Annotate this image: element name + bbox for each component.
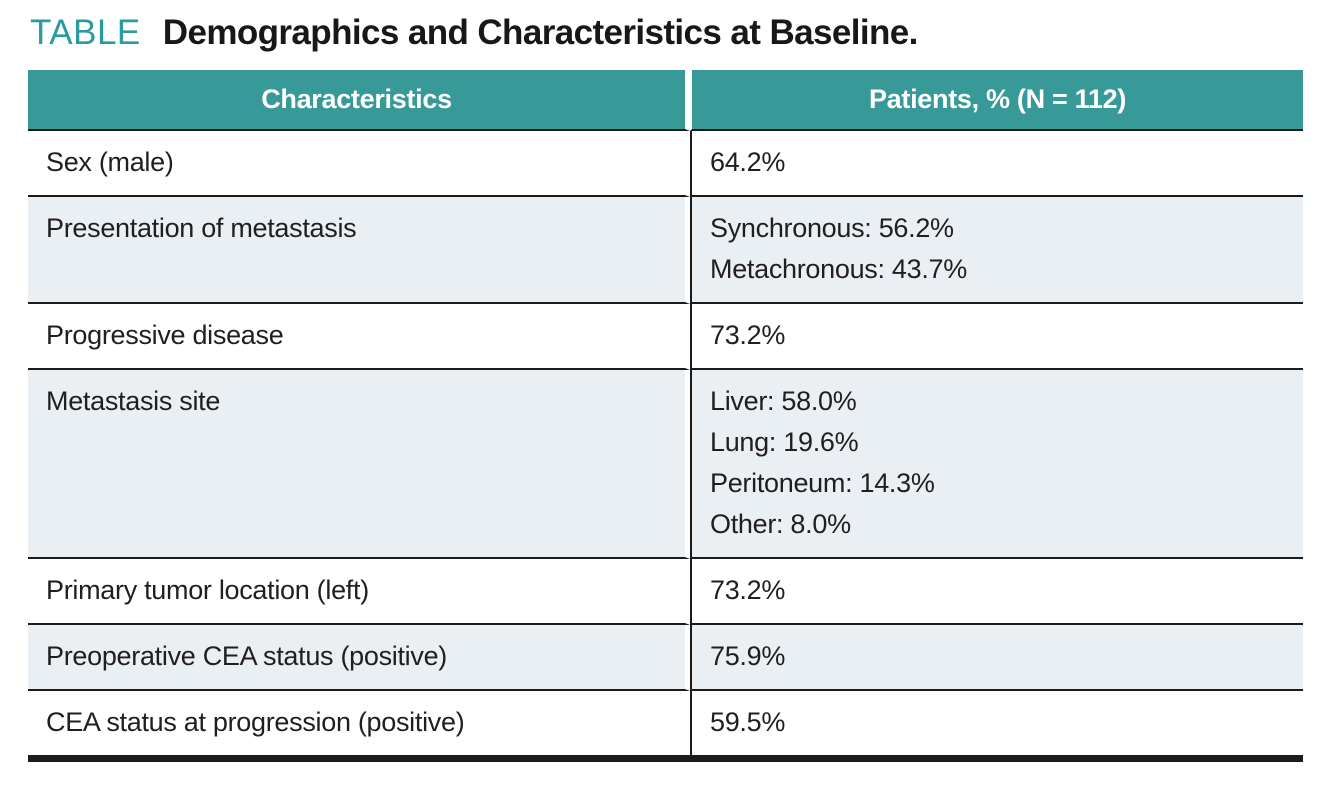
row-characteristic: Preoperative CEA status (positive) [28, 625, 690, 691]
table-row-progressive-disease: Progressive disease 73.2% [28, 304, 1303, 370]
value-line: 73.2% [710, 320, 786, 350]
value-line: 64.2% [710, 147, 786, 177]
row-characteristic: Metastasis site [28, 370, 690, 559]
row-characteristic: Sex (male) [28, 131, 690, 197]
row-value: 59.5% [690, 691, 1303, 755]
page: TABLE Demographics and Characteristics a… [0, 13, 1332, 806]
row-value: 64.2% [690, 131, 1303, 197]
column-header-patients: Patients, % (N = 112) [690, 70, 1303, 131]
value-line: Metachronous: 43.7% [710, 254, 967, 284]
table-row-presentation: Presentation of metastasis Synchronous: … [28, 197, 1303, 304]
table-row-primary-tumor-location: Primary tumor location (left) 73.2% [28, 559, 1303, 625]
row-value: 73.2% [690, 559, 1303, 625]
row-characteristic: Presentation of metastasis [28, 197, 690, 304]
value-line: 75.9% [710, 641, 786, 671]
value-line: 59.5% [710, 707, 786, 737]
column-header-characteristics: Characteristics [28, 70, 690, 131]
value-line: Other: 8.0% [710, 509, 851, 539]
row-value: Synchronous: 56.2% Metachronous: 43.7% [690, 197, 1303, 304]
table-row-metastasis-site: Metastasis site Liver: 58.0% Lung: 19.6%… [28, 370, 1303, 559]
row-characteristic: Primary tumor location (left) [28, 559, 690, 625]
table-row-sex: Sex (male) 64.2% [28, 131, 1303, 197]
table-row-cea-at-progression: CEA status at progression (positive) 59.… [28, 691, 1303, 755]
page-title: Demographics and Characteristics at Base… [162, 13, 919, 52]
demographics-table: Characteristics Patients, % (N = 112) Se… [28, 70, 1303, 762]
row-characteristic: CEA status at progression (positive) [28, 691, 690, 755]
row-value: 73.2% [690, 304, 1303, 370]
value-line: Lung: 19.6% [710, 427, 859, 457]
value-line: Liver: 58.0% [710, 386, 857, 416]
table-header-row: Characteristics Patients, % (N = 112) [28, 70, 1303, 131]
table-row-preoperative-cea: Preoperative CEA status (positive) 75.9% [28, 625, 1303, 691]
row-characteristic: Progressive disease [28, 304, 690, 370]
row-value: 75.9% [690, 625, 1303, 691]
table-caption-label: TABLE [30, 13, 141, 52]
row-value: Liver: 58.0% Lung: 19.6% Peritoneum: 14.… [690, 370, 1303, 559]
table-caption: TABLE Demographics and Characteristics a… [30, 13, 1332, 58]
value-line: Synchronous: 56.2% [710, 213, 954, 243]
value-line: Peritoneum: 14.3% [710, 468, 935, 498]
value-line: 73.2% [710, 575, 786, 605]
